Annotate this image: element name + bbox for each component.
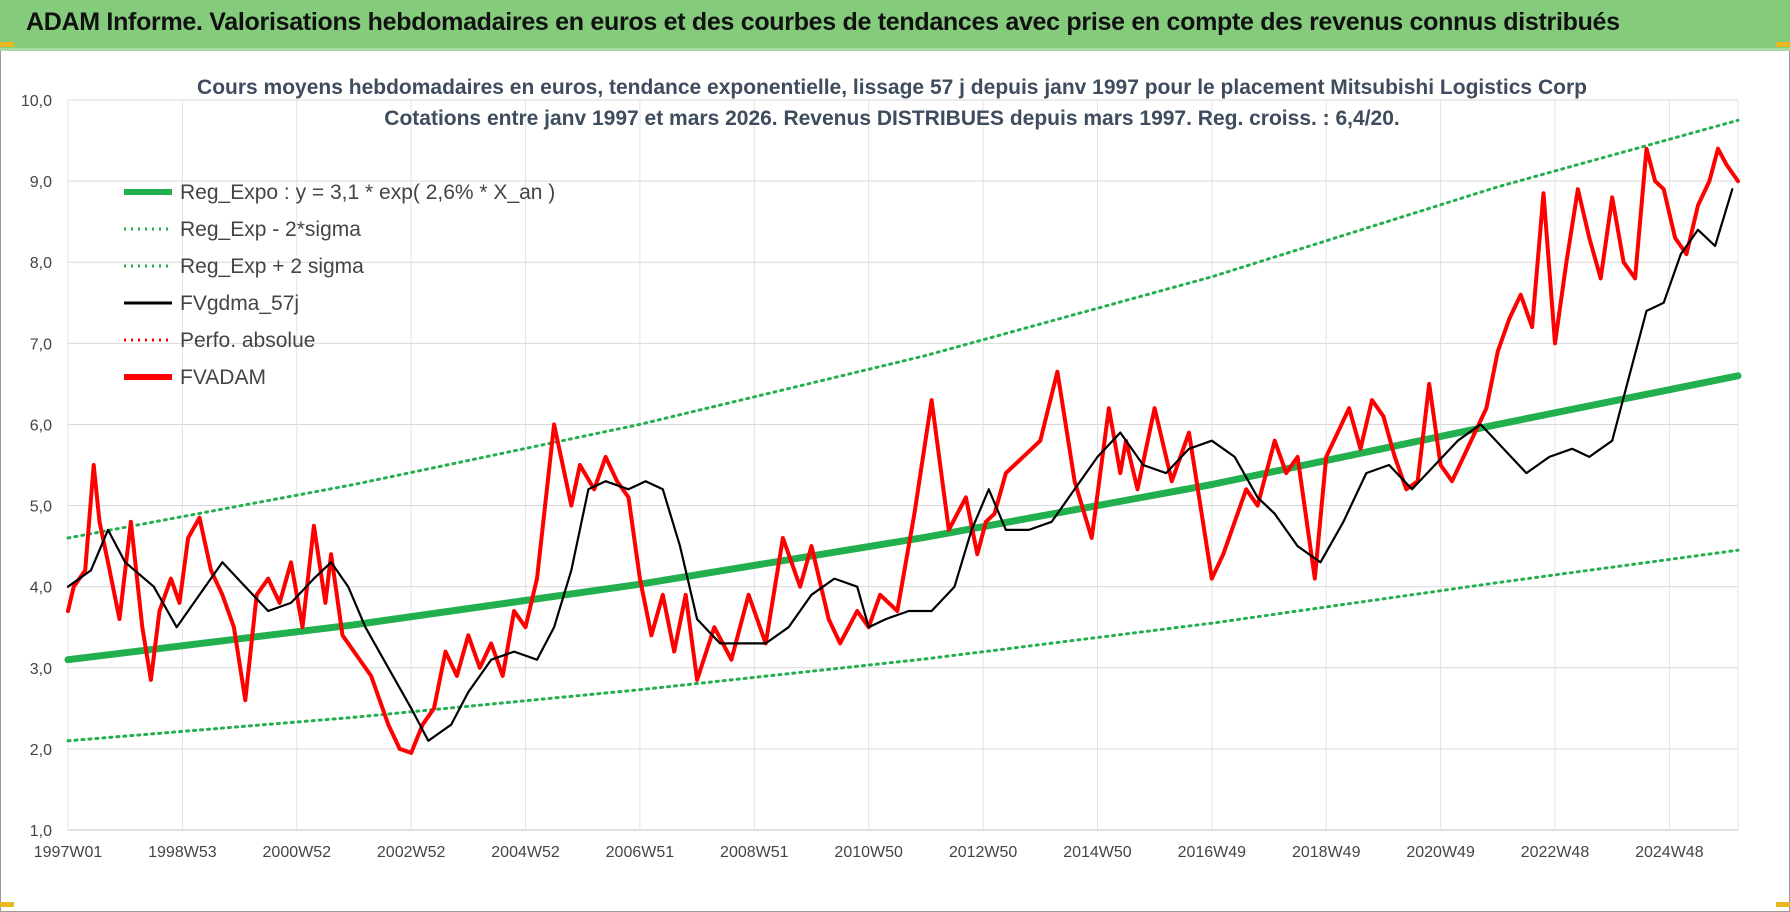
series-line [66,548,1740,743]
header-banner: ADAM Informe. Valorisations hebdomadaire… [0,0,1790,51]
x-tick-label: 2020W49 [1406,844,1475,861]
chart-legend: Reg_Expo : y = 3,1 * exp( 2,6% * X_an ) R… [124,181,555,389]
y-tick-label: 6,0 [30,417,52,434]
x-tick-label: 2024W48 [1635,844,1704,861]
y-tick-label: 7,0 [30,336,52,353]
x-tick-label: 2016W49 [1178,844,1247,861]
series-line [66,118,1740,540]
y-tick-label: 10,0 [21,93,52,110]
series-line [66,146,1740,755]
chart-title: Cours moyens hebdomadaires en euros, ten… [197,76,1587,99]
legend-label: Reg_Exp - 2*sigma [180,218,361,241]
chart-series [64,118,1742,755]
series-line [66,188,1734,742]
legend-label: Reg_Exp + 2 sigma [180,255,364,278]
x-tick-label: 2006W51 [606,844,675,861]
chart-subtitle: Cotations entre janv 1997 et mars 2026. … [384,107,1399,130]
x-axis: 1997W01 1998W53 2000W52 2002W52 2004W52 2006W… [34,844,1704,861]
x-tick-label: 1998W53 [148,844,217,861]
y-axis: 1,0 2,0 3,0 4,0 5,0 6,0 7,0 8,0 9,0 10,0 [21,93,52,840]
corner-mark [1776,42,1790,47]
y-tick-label: 9,0 [30,174,52,191]
corner-mark [0,42,14,47]
legend-label: Reg_Expo : y = 3,1 * exp( 2,6% * X_an ) [180,181,555,204]
legend-label: FVgdma_57j [180,292,299,315]
corner-mark [1776,902,1790,907]
x-tick-label: 2004W52 [491,844,560,861]
x-tick-label: 2012W50 [949,844,1018,861]
x-tick-label: 2002W52 [377,844,446,861]
y-tick-label: 5,0 [30,499,52,516]
legend-label: Perfo. absolue [180,329,315,352]
x-tick-label: 2010W50 [834,844,903,861]
corner-mark [0,902,14,907]
x-tick-label: 2008W51 [720,844,789,861]
page-title: ADAM Informe. Valorisations hebdomadaire… [26,8,1620,36]
x-tick-label: 1997W01 [34,844,103,861]
y-tick-label: 2,0 [30,742,52,759]
legend-label: FVADAM [180,366,266,389]
y-tick-label: 3,0 [30,661,52,678]
x-tick-label: 2022W48 [1521,844,1590,861]
y-tick-label: 4,0 [30,580,52,597]
y-tick-label: 8,0 [30,255,52,272]
x-tick-label: 2018W49 [1292,844,1361,861]
x-tick-label: 2000W52 [263,844,332,861]
x-tick-label: 2014W50 [1063,844,1132,861]
series-line [64,372,1742,664]
y-tick-label: 1,0 [30,823,52,840]
